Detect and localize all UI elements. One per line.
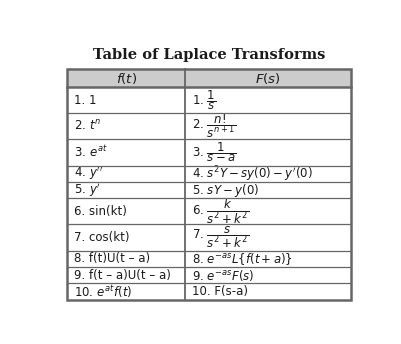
Text: $5.\, y'$: $5.\, y'$ [74,181,101,199]
Text: 6. sin(kt): 6. sin(kt) [74,205,127,218]
Text: $f(t)$: $f(t)$ [115,71,136,86]
Text: 4. $s^2Y - sy(0) - y'(0)$: 4. $s^2Y - sy(0) - y'(0)$ [191,164,312,183]
Text: $4.\, y''$: $4.\, y''$ [74,165,103,182]
Text: 9. f(t – a)U(t – a): 9. f(t – a)U(t – a) [74,269,171,281]
Text: 9. $e^{-as}F(s)$: 9. $e^{-as}F(s)$ [191,268,254,282]
Bar [67,69,350,300]
Text: 10. F(s-a): 10. F(s-a) [191,285,247,298]
Text: $2.\,t^n$: $2.\,t^n$ [74,119,101,133]
Text: $F(s)$: $F(s)$ [255,71,280,86]
Text: 7. cos(kt): 7. cos(kt) [74,231,130,244]
Text: 8. f(t)U(t – a): 8. f(t)U(t – a) [74,252,150,265]
Text: 1. $\dfrac{1}{s}$: 1. $\dfrac{1}{s}$ [191,88,216,112]
Text: 2. $\dfrac{n!}{s^{n+1}}$: 2. $\dfrac{n!}{s^{n+1}}$ [191,112,236,140]
Text: Table of Laplace Transforms: Table of Laplace Transforms [93,48,324,62]
Text: $3.\, e^{at}$: $3.\, e^{at}$ [74,145,108,160]
Text: 1. 1: 1. 1 [74,94,97,107]
Text: $10.\, e^{at}f(t)$: $10.\, e^{at}f(t)$ [74,283,132,300]
Text: 5. $sY - y(0)$: 5. $sY - y(0)$ [191,182,259,198]
Bar [67,69,350,87]
Text: 6. $\dfrac{k}{s^2+k^2}$: 6. $\dfrac{k}{s^2+k^2}$ [191,197,248,226]
Text: 3. $\dfrac{1}{s-a}$: 3. $\dfrac{1}{s-a}$ [191,141,236,164]
Text: 7. $\dfrac{s}{s^2+k^2}$: 7. $\dfrac{s}{s^2+k^2}$ [191,225,248,250]
Text: 8. $e^{-as}L\{f(t+a)\}$: 8. $e^{-as}L\{f(t+a)\}$ [191,251,292,267]
